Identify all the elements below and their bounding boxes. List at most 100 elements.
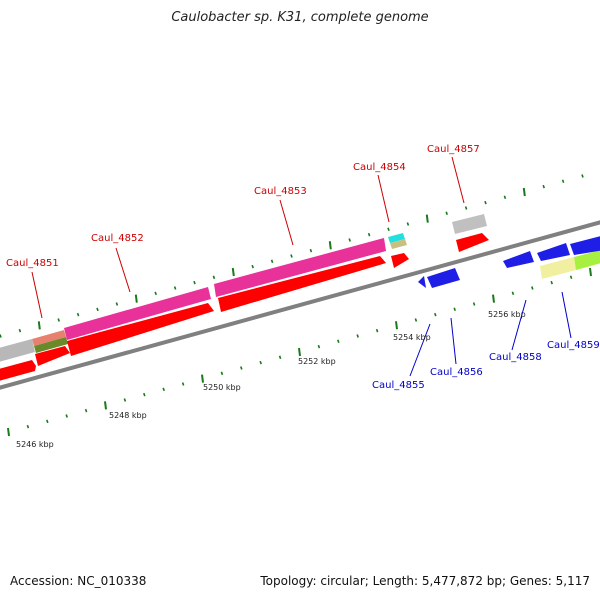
scale-tick (453, 307, 456, 312)
scale-tick (270, 259, 274, 264)
scale-tick (240, 366, 243, 370)
feature-grey-left (0, 339, 35, 362)
scale-tick (581, 174, 584, 178)
genome-backbone (0, 220, 600, 390)
scale-tick (154, 291, 157, 296)
cds-arrow (570, 236, 600, 255)
scale-tick (375, 328, 379, 333)
scale-tick (115, 302, 119, 306)
scale-tick (162, 387, 165, 392)
scale-tick (328, 241, 332, 250)
gene-label-caul-4851: Caul_4851 (6, 258, 59, 269)
scale-tick (337, 339, 340, 344)
gene-label-caul-4853: Caul_4853 (254, 186, 307, 197)
scale-tick (46, 419, 49, 424)
scale-tick (348, 238, 351, 242)
scale-tick (37, 321, 41, 330)
scale-tick (472, 302, 476, 306)
cds-arrow (456, 233, 489, 252)
gene-label-caul-4856: Caul_4856 (430, 367, 483, 378)
feature-caul-4854-cyan (388, 233, 405, 243)
accession-text: Accession: NC_010338 (10, 574, 147, 588)
scale-label-5252: 5252 kbp (298, 357, 336, 366)
scale-label-5246: 5246 kbp (16, 440, 54, 449)
scale-tick (212, 275, 216, 280)
scale-label-5256: 5256 kbp (488, 310, 526, 319)
scale-tick (231, 267, 235, 277)
scale-tick (309, 248, 313, 253)
scale-tick (201, 374, 204, 383)
feature-caul-4857 (452, 214, 487, 234)
map-title: Caulobacter sp. K31, complete genome (171, 10, 429, 25)
cds-arrow (67, 303, 214, 356)
feature-caul-4851-bottom (34, 337, 68, 353)
inner-tick-row (7, 267, 592, 437)
scale-tick (123, 398, 127, 402)
gene-label-caul-4852: Caul_4852 (91, 233, 144, 244)
scale-tick (65, 414, 68, 418)
scale-tick (531, 286, 534, 290)
scale-tick (484, 200, 487, 205)
scale-tick (550, 280, 553, 285)
scale-tick (356, 334, 359, 338)
scale-tick (259, 360, 262, 365)
scale-tick (251, 264, 254, 269)
scale-tick (0, 334, 2, 338)
scale-tick (143, 392, 146, 397)
scale-tick (542, 184, 545, 189)
scale-tick (298, 347, 301, 357)
scale-tick (181, 382, 185, 386)
feature-caul-4852 (64, 287, 211, 340)
scale-tick (464, 206, 468, 210)
scale-tick (492, 294, 495, 303)
scale-tick (7, 427, 10, 437)
scale-tick (18, 328, 22, 333)
cds-arrow (418, 276, 426, 288)
scale-tick (317, 344, 321, 349)
scale-tick (522, 187, 526, 197)
scale-tick (193, 280, 196, 285)
cds-arrow (537, 243, 570, 261)
gene-label-caul-4855: Caul_4855 (372, 380, 425, 391)
scale-label-5254: 5254 kbp (393, 333, 431, 342)
scale-tick (134, 294, 138, 303)
scale-tick (220, 371, 224, 376)
scale-tick (84, 408, 88, 413)
scale-label-5250: 5250 kbp (203, 383, 241, 392)
scale-tick (569, 275, 573, 280)
scale-label-5248: 5248 kbp (109, 411, 147, 420)
feature-caul-4854-tan (390, 239, 407, 249)
outer-tick-row (0, 174, 584, 338)
scale-tick (406, 222, 410, 226)
gene-label-caul-4854: Caul_4854 (353, 162, 406, 173)
scale-tick (434, 312, 437, 317)
gene-label-caul-4857: Caul_4857 (427, 144, 480, 155)
scale-tick (76, 312, 80, 317)
feature-caul-4859-yellow (540, 257, 576, 279)
scale-tick (561, 179, 565, 184)
feature-caul-4859-lime (574, 250, 600, 270)
scale-tick (104, 401, 107, 410)
scale-tick (414, 318, 418, 322)
scale-tick (290, 254, 293, 258)
cds-arrow (503, 251, 534, 268)
cds-arrow (35, 346, 70, 366)
gene-label-caul-4859: Caul_4859 (547, 340, 600, 351)
scale-tick (425, 214, 429, 223)
genome-summary-text: Topology: circular; Length: 5,477,872 bp… (260, 574, 590, 588)
cds-arrow (218, 256, 386, 312)
scale-tick (511, 291, 515, 296)
gene-label-caul-4858: Caul_4858 (489, 352, 542, 363)
top-callouts (31, 156, 465, 319)
scale-tick (367, 232, 371, 237)
scale-tick (173, 286, 177, 290)
scale-tick (589, 267, 592, 277)
scale-tick (445, 211, 448, 216)
bottom-callouts (409, 291, 572, 377)
feature-caul-4851-top (32, 330, 66, 346)
feature-caul-4853 (214, 238, 386, 297)
cds-arrow (427, 268, 460, 288)
cds-arrow (391, 253, 409, 268)
scale-tick (503, 195, 507, 200)
